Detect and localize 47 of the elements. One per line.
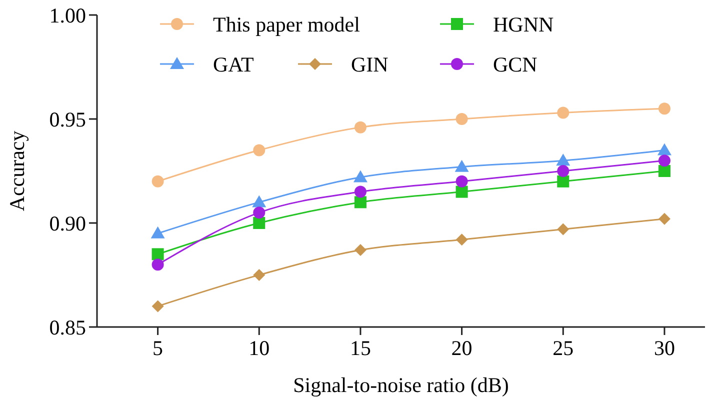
point: [152, 175, 164, 188]
legend-label: GAT: [213, 52, 254, 76]
x-tick-label: 15: [350, 336, 371, 360]
y-tick-label: 1.00: [49, 3, 86, 28]
point: [658, 165, 670, 177]
point: [557, 106, 570, 119]
point: [456, 234, 468, 246]
point: [658, 154, 670, 167]
x-tick-label: 30: [654, 336, 675, 360]
point: [152, 258, 164, 271]
point: [152, 300, 164, 312]
point: [557, 165, 570, 177]
y-axis-title: Accuracy: [5, 130, 29, 212]
point: [252, 195, 266, 208]
point: [658, 102, 670, 115]
legend-label: This paper model: [213, 12, 360, 36]
point: [456, 113, 468, 125]
point: [557, 175, 570, 188]
point: [557, 223, 570, 236]
x-tick-label: 5: [152, 336, 164, 360]
point: [152, 248, 164, 260]
point: [456, 175, 468, 188]
point: [556, 154, 570, 166]
y-tick-label: 0.85: [49, 315, 86, 340]
legend-label: GCN: [493, 52, 538, 76]
point: [354, 244, 366, 256]
point: [354, 186, 366, 198]
point: [454, 160, 469, 172]
x-tick-label: 10: [248, 336, 270, 360]
point: [253, 206, 266, 219]
point: [253, 217, 266, 229]
x-axis-title: Signal-to-noise ratio (dB): [293, 373, 509, 397]
legend-label: GIN: [351, 52, 388, 76]
point: [657, 143, 672, 156]
x-tick-label: 20: [451, 336, 472, 360]
point: [354, 121, 366, 134]
point: [253, 144, 266, 156]
point: [456, 186, 468, 198]
point: [354, 196, 366, 208]
point: [353, 170, 368, 182]
y-tick-label: 0.90: [49, 211, 86, 236]
point: [150, 226, 165, 238]
point: [253, 269, 266, 281]
legend-label: HGNN: [493, 12, 554, 36]
point: [658, 212, 670, 225]
y-tick-label: 0.95: [49, 107, 86, 132]
x-tick-label: 25: [552, 336, 574, 360]
